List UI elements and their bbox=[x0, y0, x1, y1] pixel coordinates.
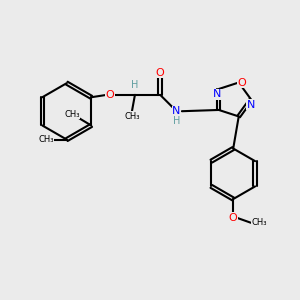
Text: CH₃: CH₃ bbox=[38, 135, 54, 144]
Text: H: H bbox=[131, 80, 139, 90]
Text: O: O bbox=[156, 68, 165, 78]
Text: CH₃: CH₃ bbox=[64, 110, 80, 119]
Text: H: H bbox=[173, 116, 180, 126]
Text: O: O bbox=[229, 213, 238, 223]
Text: N: N bbox=[213, 89, 221, 99]
Text: O: O bbox=[237, 77, 246, 88]
Text: CH₃: CH₃ bbox=[124, 112, 140, 121]
Text: N: N bbox=[247, 100, 255, 110]
Text: CH₃: CH₃ bbox=[252, 218, 267, 227]
Text: O: O bbox=[105, 90, 114, 100]
Text: N: N bbox=[172, 106, 181, 116]
